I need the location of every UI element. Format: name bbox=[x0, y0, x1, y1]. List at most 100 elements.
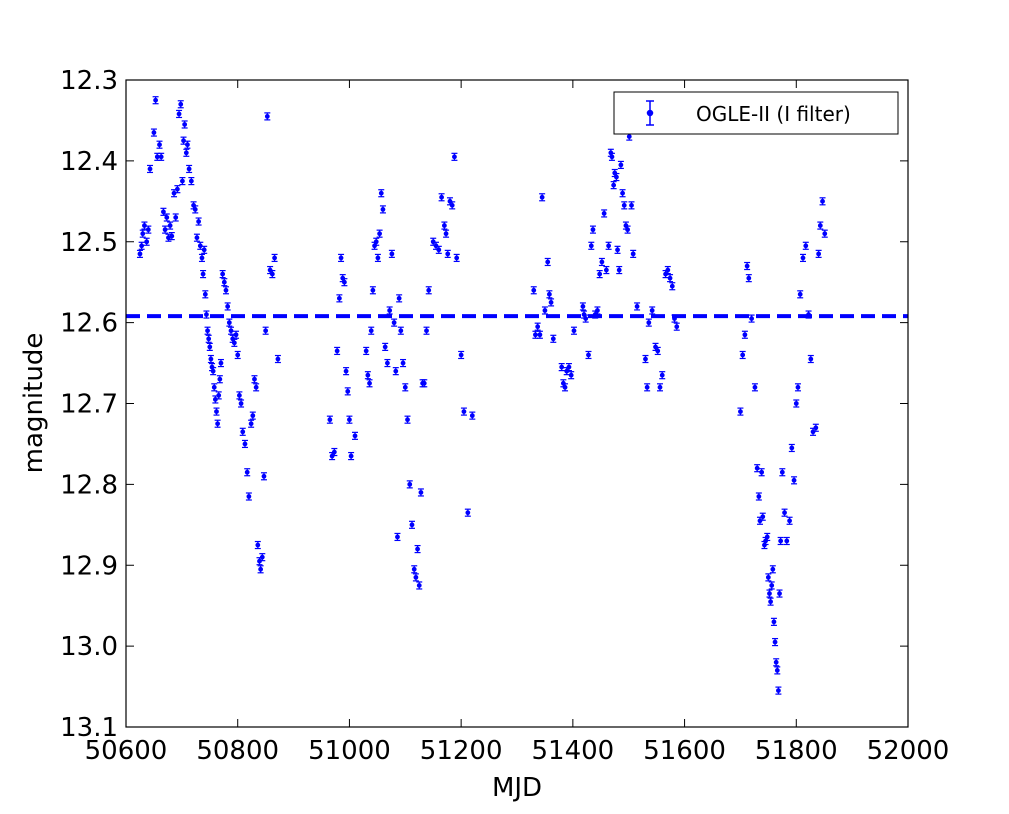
data-point bbox=[184, 140, 191, 149]
data-point bbox=[770, 617, 777, 626]
data-point bbox=[765, 573, 772, 582]
data-point bbox=[610, 181, 617, 190]
data-point bbox=[216, 375, 223, 384]
data-point bbox=[664, 265, 671, 275]
data-point bbox=[458, 350, 465, 360]
data-point bbox=[202, 290, 209, 299]
data-point bbox=[776, 589, 783, 598]
data-point bbox=[219, 270, 226, 279]
data-point bbox=[793, 399, 800, 408]
data-point bbox=[174, 185, 181, 194]
data-point bbox=[534, 322, 541, 331]
data-point bbox=[570, 326, 577, 335]
data-point bbox=[162, 225, 169, 234]
data-point bbox=[772, 637, 779, 647]
data-point bbox=[238, 399, 245, 408]
data-point bbox=[233, 330, 240, 339]
data-point bbox=[203, 310, 210, 319]
data-point bbox=[605, 241, 612, 250]
data-point bbox=[669, 282, 676, 291]
data-point bbox=[589, 225, 596, 234]
data-point bbox=[788, 443, 795, 453]
data-point bbox=[183, 148, 190, 157]
data-point bbox=[546, 290, 553, 299]
data-point bbox=[331, 447, 338, 457]
data-point bbox=[363, 346, 370, 356]
data-point bbox=[188, 176, 195, 186]
data-point bbox=[412, 573, 419, 582]
data-point bbox=[758, 468, 765, 477]
data-point bbox=[781, 508, 788, 517]
y-tick-label: 12.3 bbox=[60, 66, 118, 96]
data-point bbox=[221, 278, 228, 287]
data-point bbox=[769, 565, 776, 574]
data-point bbox=[807, 354, 814, 364]
data-point bbox=[248, 419, 255, 428]
data-point bbox=[226, 318, 233, 327]
data-point bbox=[748, 314, 755, 323]
data-point bbox=[326, 415, 333, 424]
y-axis-label: magnitude bbox=[19, 333, 49, 474]
data-point bbox=[214, 419, 221, 428]
x-tick-label: 51400 bbox=[531, 736, 614, 766]
data-point bbox=[739, 350, 746, 360]
data-point bbox=[588, 241, 595, 250]
plot-frame bbox=[125, 79, 909, 728]
data-point bbox=[211, 383, 218, 392]
y-tick-label: 12.4 bbox=[60, 147, 118, 177]
legend: OGLE-II (I filter) bbox=[613, 91, 899, 135]
data-point bbox=[799, 253, 806, 263]
data-point bbox=[198, 253, 205, 263]
data-point bbox=[601, 209, 608, 218]
data-point bbox=[411, 565, 418, 574]
data-point bbox=[241, 439, 248, 449]
data-point bbox=[150, 128, 157, 137]
data-point bbox=[783, 536, 790, 546]
data-point bbox=[741, 330, 748, 339]
x-tick-label: 50600 bbox=[85, 736, 168, 766]
data-point bbox=[435, 245, 442, 254]
data-point bbox=[767, 597, 774, 606]
data-point bbox=[274, 354, 281, 364]
data-point bbox=[168, 231, 175, 241]
data-point bbox=[259, 553, 266, 562]
data-point bbox=[644, 383, 651, 392]
data-point bbox=[392, 367, 399, 376]
data-point bbox=[453, 253, 460, 263]
data-point bbox=[745, 274, 752, 283]
data-point bbox=[630, 249, 637, 258]
data-point bbox=[642, 354, 649, 364]
data-point bbox=[594, 306, 601, 315]
data-point bbox=[348, 451, 355, 461]
data-point bbox=[786, 516, 793, 525]
data-point bbox=[139, 229, 146, 238]
data-point bbox=[550, 334, 557, 343]
data-point bbox=[177, 100, 184, 109]
data-point bbox=[143, 237, 150, 246]
data-point bbox=[579, 302, 586, 311]
data-point bbox=[195, 217, 202, 226]
data-point bbox=[376, 229, 383, 238]
data-point bbox=[406, 480, 413, 489]
data-point bbox=[659, 371, 666, 380]
data-point bbox=[805, 310, 812, 319]
data-point bbox=[402, 383, 409, 392]
data-point bbox=[204, 326, 211, 335]
data-point bbox=[773, 658, 780, 667]
data-point bbox=[217, 358, 224, 368]
data-point bbox=[821, 229, 828, 238]
data-point bbox=[777, 536, 784, 546]
data-point bbox=[774, 666, 781, 675]
data-point bbox=[215, 391, 222, 400]
data-point bbox=[417, 488, 424, 497]
data-point bbox=[364, 371, 371, 380]
data-point bbox=[616, 265, 623, 275]
data-point bbox=[759, 512, 766, 521]
data-point bbox=[755, 492, 762, 501]
data-point bbox=[751, 383, 758, 392]
data-point bbox=[251, 375, 258, 384]
data-point bbox=[145, 225, 152, 234]
data-point bbox=[147, 164, 154, 174]
data-point bbox=[671, 314, 678, 323]
data-point bbox=[201, 245, 208, 254]
